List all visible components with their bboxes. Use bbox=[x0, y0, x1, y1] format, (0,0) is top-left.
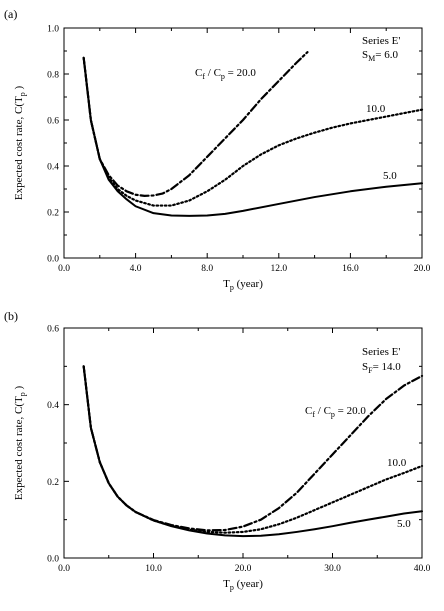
panel-label: (a) bbox=[4, 7, 17, 21]
ratio-end: = 20.0 bbox=[225, 67, 256, 79]
ratio-sub-f: f bbox=[202, 72, 205, 81]
chart-panel-b: (b) 0.0 10.0 20.0 30.0 40.0 0.0 0.2 0.4 0.6 Tp (ye… bbox=[4, 309, 431, 592]
series-line-5-0 bbox=[82, 365, 423, 538]
x-axis-title-rest: (year) bbox=[234, 278, 263, 290]
y-tick-label: 0.0 bbox=[47, 555, 59, 565]
ratio-sub-p: p bbox=[331, 410, 335, 419]
parameter-sub: M bbox=[368, 54, 375, 63]
series-label-10: 10.0 bbox=[387, 457, 407, 469]
x-tick-label: 0.0 bbox=[58, 264, 70, 274]
cost-ratio-label: Cf / Cp = 20.0 bbox=[195, 67, 256, 81]
series-title: Series E' bbox=[362, 346, 400, 358]
y-axis-title-main: Expected cost rate, C(T bbox=[13, 396, 25, 500]
x-axis-title-main: T bbox=[223, 278, 230, 290]
x-tick-label: 20.0 bbox=[235, 564, 252, 574]
parameter-label: SF= 14.0 bbox=[362, 361, 401, 375]
x-axis-title-main: T bbox=[223, 578, 230, 590]
y-tick-label: 0.6 bbox=[47, 325, 59, 335]
y-tick-label: 1.0 bbox=[47, 25, 59, 35]
x-tick-label: 12.0 bbox=[270, 264, 287, 274]
x-axis-title-rest: (year) bbox=[234, 578, 263, 590]
y-axis-title-sub: p bbox=[18, 92, 27, 96]
y-tick-label: 0.4 bbox=[47, 163, 59, 173]
x-tick-label: 0.0 bbox=[58, 564, 70, 574]
y-axis-title-close: ) bbox=[13, 86, 25, 93]
ratio-mid: / C bbox=[205, 67, 221, 79]
ratio-sub-p: p bbox=[221, 72, 225, 81]
x-axis-title: Tp (year) bbox=[223, 578, 263, 592]
x-axis-title: Tp (year) bbox=[223, 278, 263, 292]
parameter-sub: F bbox=[368, 366, 373, 375]
y-axis-title-main: Expected cost rate, C(T bbox=[13, 96, 25, 200]
ratio-sub-f: f bbox=[312, 410, 315, 419]
panel-label: (b) bbox=[4, 309, 18, 323]
parameter-value: = 14.0 bbox=[373, 361, 402, 373]
cost-ratio-label: Cf / Cp = 20.0 bbox=[305, 405, 366, 419]
y-axis-title: Expected cost rate, C(Tp ) bbox=[13, 86, 27, 201]
y-tick-label: 0.2 bbox=[47, 209, 59, 219]
x-tick-label: 20.0 bbox=[414, 264, 431, 274]
series-label-5: 5.0 bbox=[383, 170, 397, 182]
x-axis-title-sub: p bbox=[230, 583, 234, 592]
y-tick-label: 0.8 bbox=[47, 71, 59, 81]
ratio-mid: / C bbox=[315, 405, 331, 417]
plot-frame bbox=[63, 327, 423, 559]
x-tick-label: 8.0 bbox=[201, 264, 213, 274]
series-line-20-0 bbox=[82, 51, 309, 197]
chart-panel-a: (a) 0.0 4.0 8.0 12.0 16.0 20.0 0.0 0.2 0.4 0.6 0.8 1… bbox=[4, 7, 431, 292]
y-axis-title-close: ) bbox=[13, 386, 25, 393]
x-tick-label: 16.0 bbox=[342, 264, 359, 274]
y-tick-label: 0.6 bbox=[47, 117, 59, 127]
x-tick-label: 40.0 bbox=[414, 564, 431, 574]
y-tick-label: 0.0 bbox=[47, 255, 59, 265]
x-axis-title-sub: p bbox=[230, 283, 234, 292]
x-tick-label: 30.0 bbox=[324, 564, 341, 574]
series-line-10-0 bbox=[82, 365, 424, 534]
series-line-5-0 bbox=[82, 56, 423, 217]
parameter-symbol: S bbox=[362, 361, 368, 373]
parameter-label: SM= 6.0 bbox=[362, 49, 398, 63]
ratio-end: = 20.0 bbox=[335, 405, 366, 417]
series-title: Series E' bbox=[362, 35, 400, 47]
series-line-20-0 bbox=[82, 365, 424, 532]
ratio-c1: C bbox=[305, 405, 312, 417]
y-axis-title: Expected cost rate, C(Tp ) bbox=[13, 386, 27, 501]
y-tick-label: 0.4 bbox=[47, 401, 59, 411]
series-line-10-0 bbox=[82, 56, 424, 207]
series-label-10: 10.0 bbox=[366, 103, 386, 115]
y-axis-title-sub: p bbox=[18, 392, 27, 396]
y-tick-label: 0.2 bbox=[47, 478, 59, 488]
ratio-c1: C bbox=[195, 67, 202, 79]
parameter-symbol: S bbox=[362, 49, 368, 61]
series-label-5: 5.0 bbox=[397, 518, 411, 530]
parameter-value: = 6.0 bbox=[375, 49, 398, 61]
x-tick-label: 10.0 bbox=[145, 564, 162, 574]
x-tick-label: 4.0 bbox=[130, 264, 142, 274]
